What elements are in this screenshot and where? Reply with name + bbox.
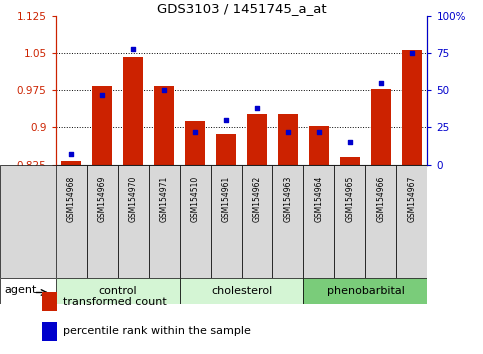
Bar — [216, 135, 236, 165]
FancyBboxPatch shape — [211, 165, 242, 278]
Point — [253, 105, 261, 111]
Bar — [371, 89, 391, 165]
Bar — [92, 86, 112, 165]
FancyBboxPatch shape — [0, 165, 56, 278]
Text: GSM154968: GSM154968 — [67, 176, 75, 222]
Text: GSM154963: GSM154963 — [284, 176, 293, 222]
Text: GSM154510: GSM154510 — [190, 176, 199, 222]
Point — [377, 80, 385, 86]
FancyBboxPatch shape — [180, 278, 303, 304]
FancyBboxPatch shape — [397, 165, 427, 278]
Point — [98, 92, 106, 98]
Text: GSM154965: GSM154965 — [345, 176, 355, 222]
Bar — [154, 86, 174, 165]
Point — [129, 46, 137, 51]
Point — [315, 129, 323, 135]
FancyBboxPatch shape — [366, 165, 397, 278]
Text: GSM154971: GSM154971 — [159, 176, 169, 222]
FancyBboxPatch shape — [117, 165, 149, 278]
Point — [222, 117, 230, 123]
FancyBboxPatch shape — [303, 278, 427, 304]
Point — [346, 139, 354, 145]
Text: transformed count: transformed count — [63, 297, 167, 307]
Bar — [42, 292, 57, 311]
Bar — [247, 114, 267, 165]
FancyBboxPatch shape — [86, 165, 117, 278]
Text: GSM154966: GSM154966 — [376, 176, 385, 222]
Text: agent: agent — [4, 285, 37, 295]
Text: GSM154969: GSM154969 — [98, 176, 107, 222]
FancyBboxPatch shape — [303, 165, 334, 278]
Point — [191, 129, 199, 135]
FancyBboxPatch shape — [180, 165, 211, 278]
FancyBboxPatch shape — [149, 165, 180, 278]
FancyBboxPatch shape — [56, 165, 86, 278]
Point — [284, 129, 292, 135]
Bar — [402, 50, 422, 165]
Text: GSM154967: GSM154967 — [408, 176, 416, 222]
Bar — [61, 161, 81, 165]
Point — [67, 152, 75, 157]
Bar — [123, 57, 143, 165]
Text: GSM154970: GSM154970 — [128, 176, 138, 222]
FancyBboxPatch shape — [272, 165, 303, 278]
Text: phenobarbital: phenobarbital — [327, 286, 404, 296]
Bar — [340, 157, 360, 165]
Bar — [42, 322, 57, 341]
Bar — [185, 121, 205, 165]
FancyBboxPatch shape — [56, 278, 180, 304]
Text: control: control — [98, 286, 137, 296]
Bar — [309, 126, 329, 165]
Text: GSM154962: GSM154962 — [253, 176, 261, 222]
Point — [408, 50, 416, 56]
FancyBboxPatch shape — [0, 278, 56, 304]
Bar — [278, 114, 298, 165]
Text: percentile rank within the sample: percentile rank within the sample — [63, 326, 251, 336]
Text: GSM154964: GSM154964 — [314, 176, 324, 222]
FancyBboxPatch shape — [242, 165, 272, 278]
FancyBboxPatch shape — [334, 165, 366, 278]
Title: GDS3103 / 1451745_a_at: GDS3103 / 1451745_a_at — [156, 2, 327, 15]
Text: GSM154961: GSM154961 — [222, 176, 230, 222]
Point — [160, 87, 168, 93]
Text: cholesterol: cholesterol — [211, 286, 272, 296]
